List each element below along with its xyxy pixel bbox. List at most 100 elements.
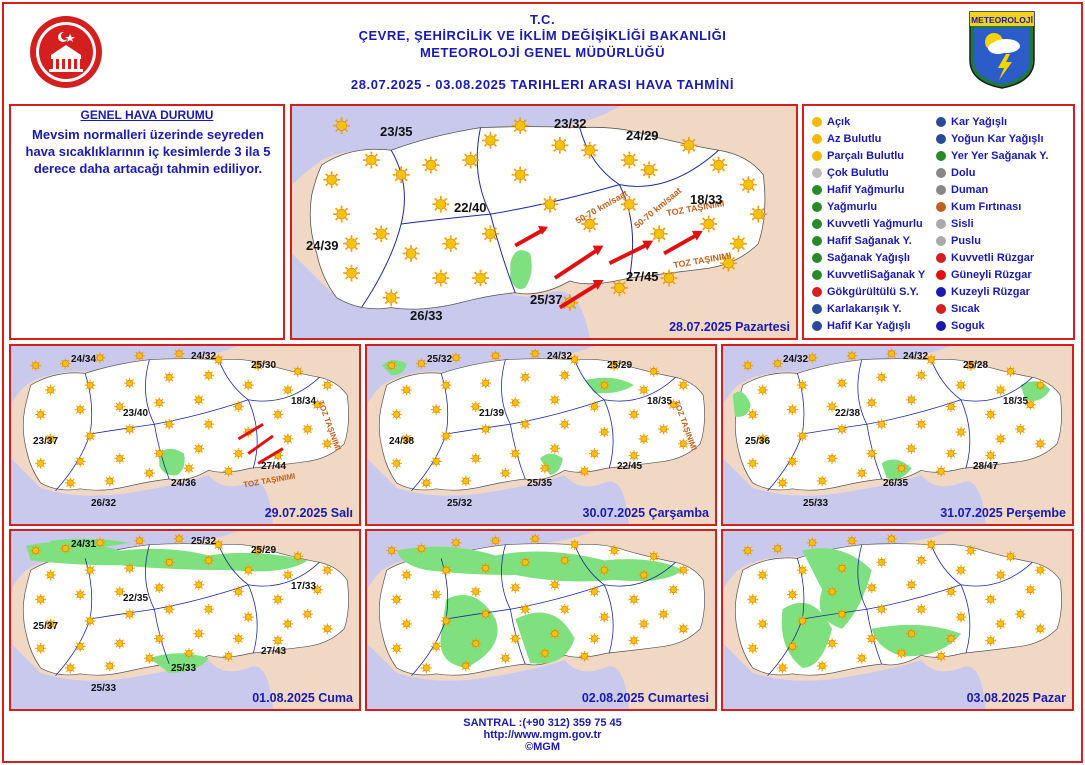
sun-icon <box>84 564 96 576</box>
sun-icon <box>511 117 529 135</box>
temperature-label: 25/28 <box>963 360 989 371</box>
day-date-label: 29.07.2025 Salı <box>264 506 353 520</box>
sun-icon <box>541 195 559 213</box>
sun-icon <box>134 350 145 362</box>
footer-url[interactable]: http://www.mgm.gov.tr <box>483 729 602 741</box>
legend-item: Karlakarışık Y. <box>810 301 901 317</box>
legend-label: Puslu <box>951 235 981 248</box>
day-map-5: 02.08.2025 Cumartesi <box>365 529 717 711</box>
sun-icon <box>985 635 997 646</box>
cold-icon <box>936 321 946 332</box>
day-map-2: 25/32 24/32 25/29 21/39 18/35 24/38 22/45 25/35… <box>365 344 717 526</box>
sun-icon <box>935 650 947 662</box>
sun-icon <box>450 537 462 549</box>
legend-item: Sağanak Yağışlı <box>810 250 910 266</box>
legend-label: Kuvvetli Rüzgar <box>951 252 1035 265</box>
sun-icon <box>677 623 689 635</box>
legend-label: Yer Yer Sağanak Y. <box>951 150 1049 163</box>
day-map-svg <box>11 346 349 524</box>
sun-icon <box>826 401 838 412</box>
legend-label: Karlakarışık Y. <box>827 303 902 316</box>
sun-icon <box>242 611 254 623</box>
sun-icon <box>747 594 759 605</box>
sun-icon <box>163 603 175 615</box>
sun-icon <box>401 569 412 581</box>
legend-label: Güneyli Rüzgar <box>951 269 1032 282</box>
sun-icon <box>598 564 610 576</box>
region-borders <box>55 544 320 677</box>
sun-icon <box>252 545 264 556</box>
sun-icon <box>430 456 442 467</box>
temperature-label: 18/34 <box>291 396 317 407</box>
temperature-label: 18/35 <box>647 396 673 407</box>
sun-icon <box>945 633 957 644</box>
sun-icon <box>94 537 106 549</box>
sun-icon <box>700 215 718 233</box>
sun-icon <box>430 589 442 600</box>
sun-icon <box>608 545 620 556</box>
sun-icon <box>551 136 569 154</box>
weather-icons <box>30 348 333 489</box>
sun-icon <box>677 564 689 576</box>
ministry-seal-logo <box>30 16 102 88</box>
heavy-rain-icon <box>812 219 822 230</box>
sun-icon <box>401 384 412 396</box>
sun-icon <box>470 453 482 464</box>
day-map-svg <box>11 531 349 709</box>
sun-icon <box>323 171 341 189</box>
sun-icon <box>787 456 798 467</box>
general-weather-text: Mevsim normalleri üzerinde seyreden hava… <box>25 127 271 176</box>
sun-icon <box>490 350 501 362</box>
sun-icon <box>74 641 86 652</box>
sun-icon <box>549 443 561 455</box>
light-snow-icon <box>812 321 822 332</box>
sun-icon <box>876 418 888 430</box>
main-map-svg: 50-70 km/saat 50-70 km/saat TOZ TAŞINIMI… <box>292 106 796 338</box>
sun-icon <box>796 615 808 627</box>
sun-icon <box>638 618 650 630</box>
sun-icon <box>402 245 420 262</box>
sun-icon <box>896 462 907 474</box>
sun-icon <box>559 370 571 381</box>
sun-icon <box>193 628 205 640</box>
sun-icon <box>648 366 660 377</box>
sun-icon <box>59 543 71 554</box>
sun-icon <box>1034 438 1046 450</box>
sun-icon <box>183 647 195 659</box>
sun-icon <box>74 404 86 415</box>
temperature-label: 25/33 <box>171 663 197 674</box>
temperature-label: 22/45 <box>617 461 643 472</box>
temperature-label: 25/29 <box>607 360 633 371</box>
legend-item: Hafif Yağmurlu <box>810 182 904 198</box>
sun-icon <box>45 618 56 630</box>
region-borders <box>55 359 320 492</box>
north-wind-icon <box>936 287 946 298</box>
rain-zone <box>781 602 833 668</box>
sun-icon <box>519 371 531 383</box>
sun-icon <box>193 443 205 455</box>
region-borders <box>411 544 676 677</box>
sun-icon <box>480 377 492 389</box>
rain-zone <box>802 548 872 629</box>
sun-icon <box>450 352 462 364</box>
sun-icon <box>945 448 957 459</box>
sun-icon <box>415 358 427 369</box>
temperature-label: 26/32 <box>91 498 117 509</box>
weather-icons <box>323 117 767 311</box>
sun-icon <box>312 584 323 596</box>
sun-icon <box>747 409 759 420</box>
sun-icon <box>757 384 769 396</box>
sun-icon <box>509 397 521 409</box>
sun-icon <box>233 448 244 459</box>
legend-item: Kuvvetli Rüzgar <box>934 250 1034 266</box>
legend-item: Yer Yer Sağanak Y. <box>934 148 1048 164</box>
sun-icon <box>589 633 600 644</box>
legend-item: Parçalı Bulutlu <box>810 148 904 164</box>
temperature-label: 26/35 <box>883 478 909 489</box>
sun-icon <box>382 289 400 307</box>
legend-item: Yoğun Kar Yağışlı <box>934 131 1044 147</box>
rain-zone <box>50 538 130 549</box>
sun-icon <box>183 462 195 474</box>
sun-icon <box>787 589 798 600</box>
sun-icon <box>321 379 333 391</box>
